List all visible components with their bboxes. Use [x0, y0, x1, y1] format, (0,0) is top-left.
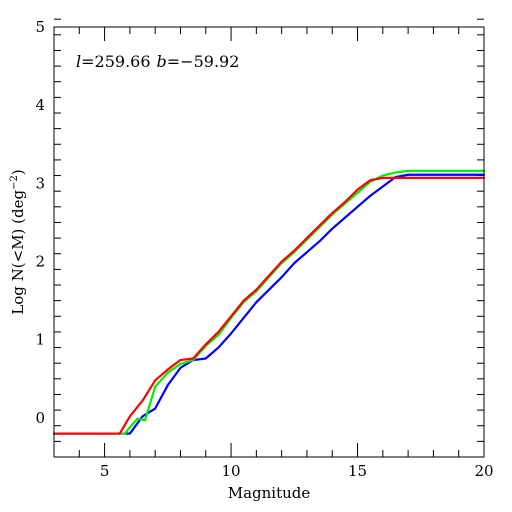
y-tick-label: 1 [35, 331, 45, 349]
y-tick-label: 4 [35, 96, 45, 114]
annotation-b-symbol: b [157, 52, 167, 71]
plot-frame [53, 26, 485, 458]
annotation-b-value: =−59.92 [167, 52, 240, 71]
x-tick-label: 20 [474, 462, 493, 480]
y-axis-label-close: ) [9, 169, 27, 175]
y-axis-label-sup: −2 [9, 175, 20, 190]
x-tick-label: 15 [348, 462, 367, 480]
series-line-2 [52, 169, 486, 435]
series-lines [52, 169, 486, 435]
y-tick-label: 5 [35, 18, 45, 36]
series-line-1 [52, 173, 486, 435]
annotation: l=259.66 b=−59.92 [76, 52, 239, 71]
series-line-3 [52, 176, 486, 435]
y-tick-labels: 0 1 2 3 4 5 [35, 18, 45, 427]
x-tick-label: 10 [222, 462, 241, 480]
y-tick-label: 2 [35, 253, 45, 271]
x-tick-labels: 5 10 15 20 [100, 462, 494, 480]
y-tick-label: 0 [35, 409, 45, 427]
x-axis-label: Magnitude [228, 484, 311, 502]
annotation-l-value: =259.66 [81, 52, 150, 71]
axis-ticks [53, 18, 485, 458]
y-tick-label: 3 [35, 174, 45, 192]
y-axis-label: Log N(<M) (deg−2) [9, 169, 27, 314]
annotation-l-symbol: l [76, 52, 81, 71]
y-axis-label-main: Log N(<M) (deg [9, 190, 27, 315]
x-tick-label: 5 [100, 462, 110, 480]
